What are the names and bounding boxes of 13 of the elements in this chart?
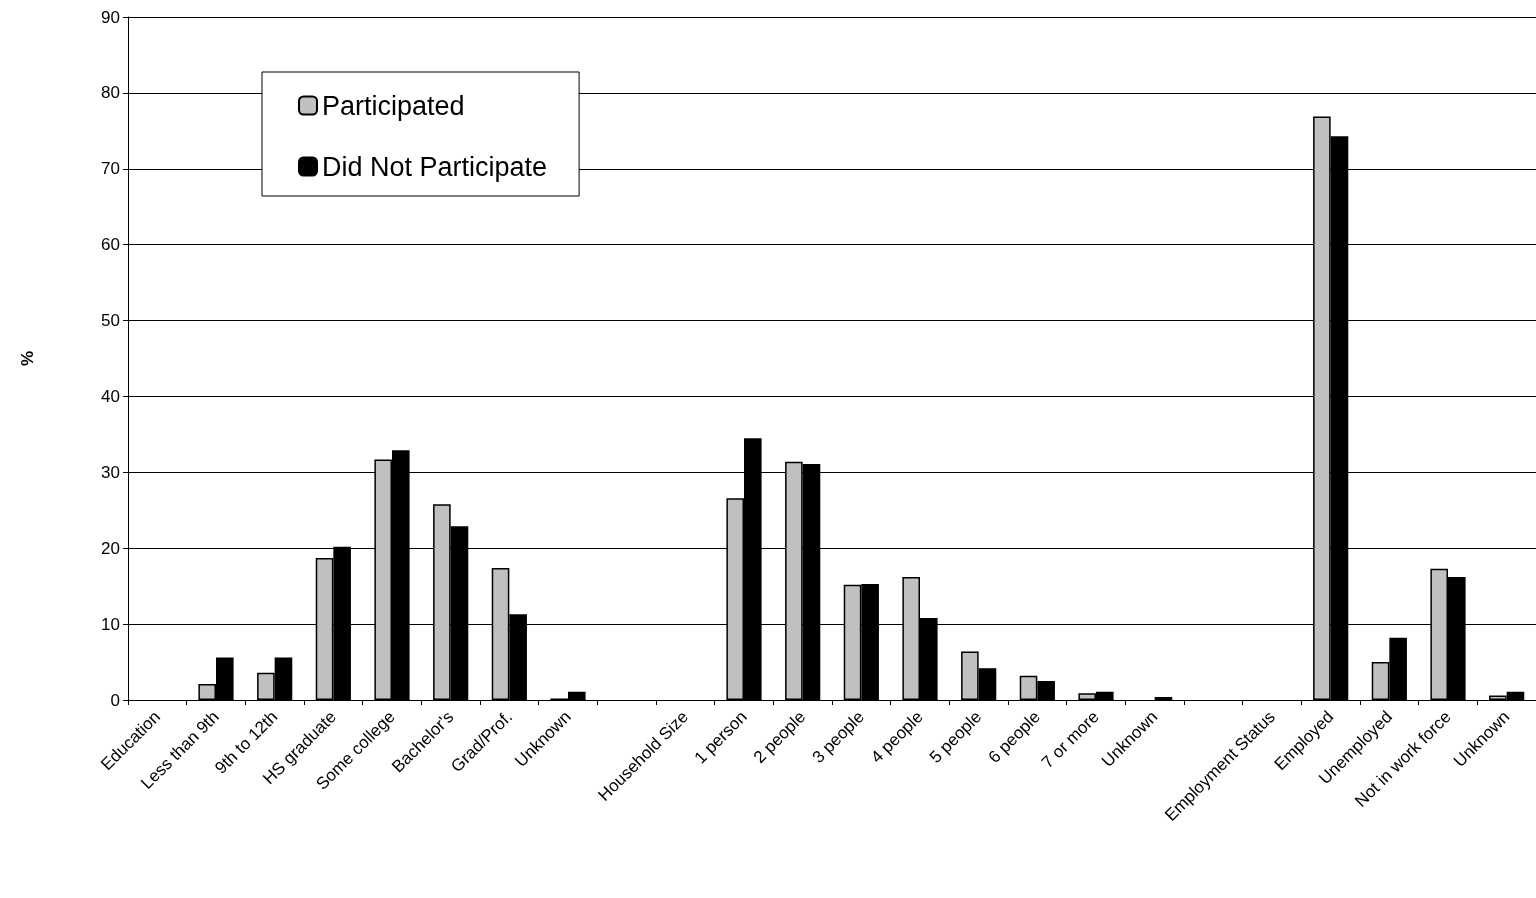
y-tick-label: 40 [101, 386, 120, 406]
y-tick-label: 0 [110, 690, 120, 710]
y-tick-label: 60 [101, 235, 120, 255]
legend-label: Did Not Participate [322, 151, 548, 182]
y-tick-label: 50 [101, 311, 120, 331]
y-tick-label: 70 [101, 159, 120, 179]
y-tick-label: 90 [101, 7, 120, 27]
y-tick-label: 20 [101, 538, 120, 558]
y-axis-title: % [18, 350, 37, 367]
y-tick-label: 10 [101, 614, 120, 634]
legend-label: Participated [322, 90, 465, 121]
y-tick-label: 30 [101, 462, 120, 482]
y-tick-label: 80 [101, 83, 120, 103]
